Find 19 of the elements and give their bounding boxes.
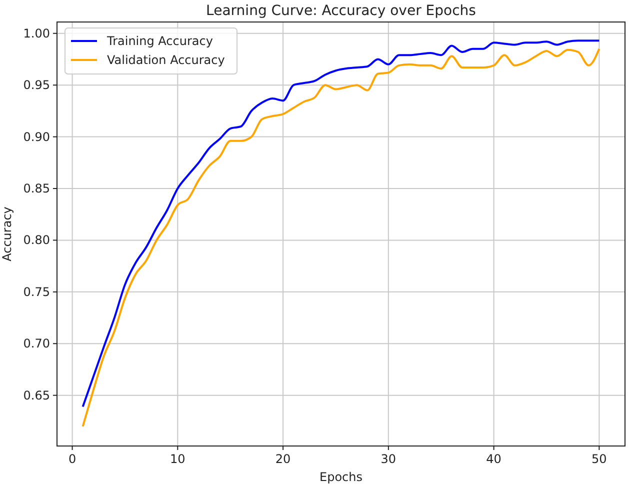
legend-label: Validation Accuracy <box>107 53 225 67</box>
y-tick-label: 0.90 <box>23 130 50 144</box>
y-tick-label: 0.70 <box>23 336 50 351</box>
y-tick-label: 0.75 <box>23 284 50 299</box>
x-tick-label: 30 <box>380 452 396 466</box>
x-tick-label: 50 <box>592 452 607 466</box>
chart-title: Learning Curve: Accuracy over Epochs <box>206 3 476 19</box>
y-tick-label: 0.80 <box>23 233 50 248</box>
y-tick-label: 0.95 <box>23 78 50 92</box>
x-axis-title: Epochs <box>320 470 362 484</box>
y-tick-label: 0.65 <box>23 388 50 402</box>
y-axis-title: Accuracy <box>0 206 14 262</box>
x-tick-label: 40 <box>486 452 502 466</box>
x-tick-label: 10 <box>170 452 186 466</box>
x-tick-label: 20 <box>275 452 291 466</box>
y-tick-label: 0.85 <box>23 182 50 196</box>
legend-label: Training Accuracy <box>106 34 213 48</box>
y-tick-label: 1.00 <box>23 26 50 40</box>
x-tick-label: 0 <box>68 452 76 466</box>
